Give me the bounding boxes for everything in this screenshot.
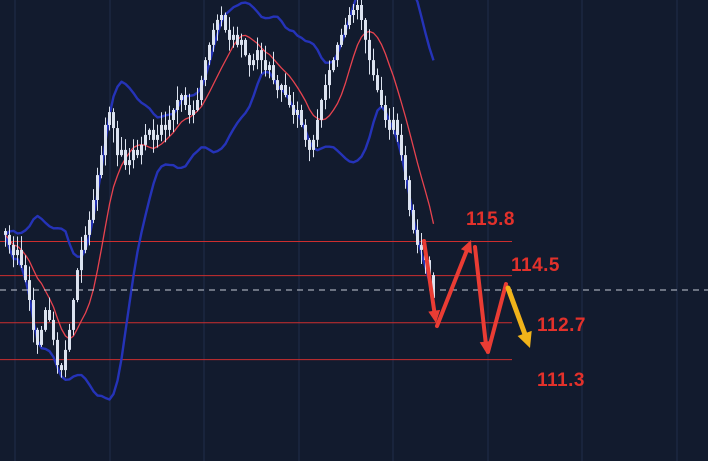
forecast-arrows[interactable] xyxy=(422,239,532,354)
price-level-label-112-7[interactable]: 112.7 xyxy=(537,315,586,336)
price-level-label-114-5[interactable]: 114.5 xyxy=(511,255,560,276)
price-level-label-111-3[interactable]: 111.3 xyxy=(537,370,585,391)
price-level-label-115-8[interactable]: 115.8 xyxy=(466,209,515,230)
support-resistance-lines[interactable] xyxy=(0,241,512,361)
candles xyxy=(4,0,435,378)
moving-average-line xyxy=(4,30,435,340)
bollinger-bands xyxy=(4,0,435,401)
